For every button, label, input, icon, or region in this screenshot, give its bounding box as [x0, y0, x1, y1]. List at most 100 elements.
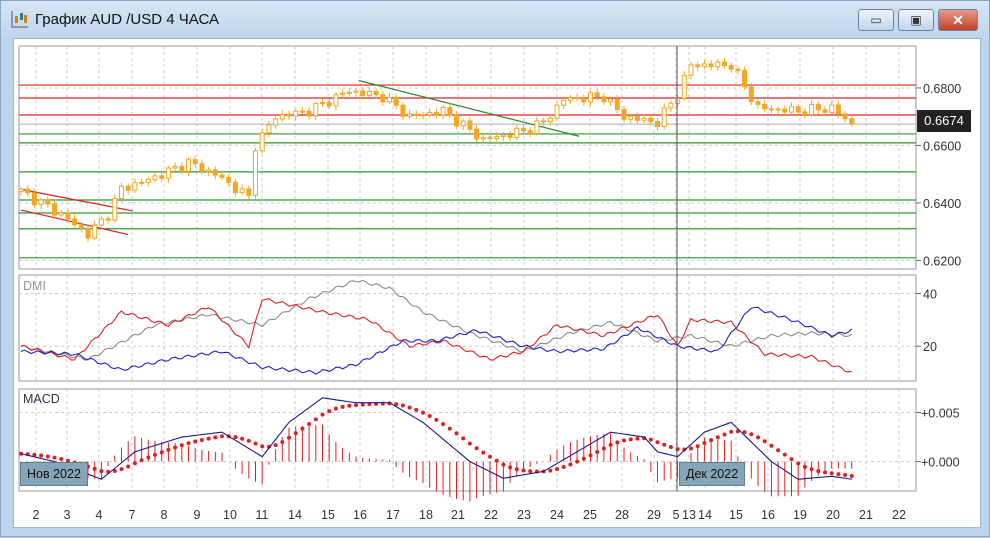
candle: [65, 209, 71, 223]
candle: [440, 104, 446, 120]
candle: [742, 66, 748, 90]
maximize-button[interactable]: ▣: [898, 9, 934, 31]
candle: [541, 117, 547, 126]
candle: [681, 71, 687, 101]
candle-body: [18, 188, 24, 192]
candle-body: [581, 97, 587, 103]
candle: [695, 61, 701, 71]
candle: [266, 121, 272, 137]
close-button[interactable]: ✕: [938, 9, 978, 31]
macd-signal-dot: [689, 446, 693, 451]
candle-body: [105, 218, 111, 221]
candle-body: [125, 185, 131, 191]
candle: [789, 102, 794, 116]
candle: [842, 110, 848, 123]
candle: [447, 103, 453, 119]
candle: [728, 61, 734, 73]
candle: [85, 224, 91, 243]
candle-body: [65, 212, 71, 220]
candle: [380, 91, 386, 106]
macd-signal-dot: [481, 450, 486, 455]
candle-body: [507, 134, 513, 138]
candle: [661, 103, 667, 130]
dmi-panel-frame: [18, 274, 917, 382]
candle: [460, 118, 466, 131]
candle: [715, 59, 721, 71]
month-tag-dec: Дек 2022: [679, 462, 746, 486]
candle: [507, 131, 513, 142]
macd-signal-dot: [488, 454, 492, 459]
candle: [165, 165, 171, 183]
candle-body: [366, 90, 372, 96]
candle: [52, 199, 57, 218]
candle: [608, 96, 614, 106]
macd-axis-label: +0.000: [921, 456, 960, 470]
time-axis-label: 9: [194, 508, 201, 522]
macd-signal-dot: [59, 457, 64, 462]
time-axis-label: 22: [484, 508, 498, 522]
macd-signal-dot: [253, 441, 258, 446]
macd-signal-dot: [742, 430, 747, 435]
candle-body: [567, 97, 573, 101]
candle: [306, 107, 312, 120]
candle-body: [58, 212, 64, 216]
candle: [467, 116, 473, 133]
candle-body: [447, 106, 453, 116]
candle: [98, 215, 104, 229]
candle: [239, 184, 245, 195]
candle: [420, 112, 426, 120]
time-axis-label: 19: [793, 508, 807, 522]
candle-body: [165, 167, 171, 179]
minus-di-line: [20, 306, 853, 375]
current-price-tag: 0.6674: [917, 110, 971, 132]
time-axis-label: 7: [129, 508, 136, 522]
candle-body: [306, 110, 312, 117]
candle-body: [708, 63, 714, 68]
macd-signal-dot: [327, 409, 332, 414]
candle: [58, 209, 64, 220]
macd-signal-dot: [260, 444, 265, 449]
price-axis-label: 0.6600: [923, 139, 961, 153]
macd-signal-dot: [273, 443, 278, 448]
macd-signal-dot: [407, 405, 412, 410]
macd-line: [20, 397, 852, 480]
candle-body: [112, 197, 118, 221]
candle: [809, 100, 815, 118]
macd-signal-dot: [675, 447, 680, 452]
candle-body: [822, 109, 828, 113]
candle-body: [809, 103, 815, 116]
candle: [835, 101, 841, 119]
candle: [45, 196, 51, 208]
candle: [722, 57, 727, 69]
minimize-button[interactable]: ▭: [858, 9, 894, 31]
candle-body: [413, 113, 419, 116]
macd-signal-dot: [52, 455, 57, 460]
candle: [708, 60, 714, 71]
candle: [353, 88, 359, 97]
candle: [393, 94, 399, 110]
candle-body: [601, 96, 607, 103]
candle: [293, 108, 299, 121]
candle-body: [440, 106, 446, 116]
candle-body: [427, 112, 433, 116]
candle: [366, 87, 372, 99]
candle: [735, 66, 741, 75]
candle-body: [380, 94, 386, 103]
macd-signal-dot: [756, 435, 760, 440]
macd-signal-dot: [92, 466, 97, 471]
candle: [621, 105, 627, 123]
candle: [413, 110, 419, 120]
candle-body: [681, 74, 687, 99]
title-bar[interactable]: График AUD /USD 4 ЧАСА ▭ ▣ ✕: [1, 1, 990, 39]
candle-body: [119, 185, 124, 199]
candle-body: [333, 94, 339, 107]
candle: [829, 100, 835, 115]
macd-signal-dot: [588, 453, 593, 458]
price-axis-label: 0.6800: [923, 82, 961, 96]
candle: [601, 92, 607, 106]
candle-body: [768, 108, 774, 111]
candle: [186, 157, 191, 176]
candle: [554, 100, 560, 121]
